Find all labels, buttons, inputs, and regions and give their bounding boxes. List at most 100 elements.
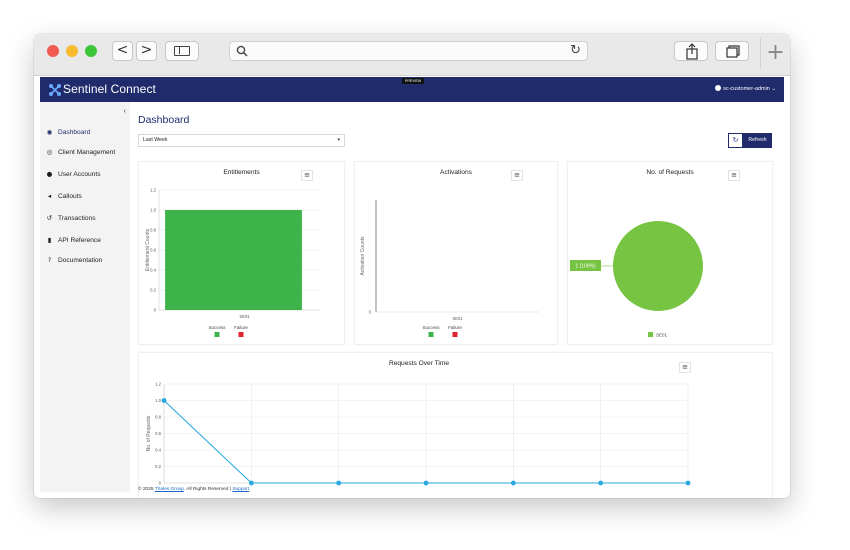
browser-window: < > ↻ + [34, 34, 790, 498]
y-tick-label: 1.2 [155, 382, 161, 387]
brand-name[interactable]: Sentinel Connect [63, 82, 156, 96]
y-tick-label: 0 [154, 308, 157, 313]
y-axis-label: No. of Requests [146, 415, 152, 451]
show-tabs-button[interactable] [715, 41, 749, 61]
new-tab-button[interactable]: + [760, 38, 790, 68]
refresh-button[interactable]: Refresh [743, 133, 772, 148]
x-tick-label: SE01 [239, 314, 250, 319]
user-name: sc-customer-admin [723, 86, 770, 92]
legend-swatch [214, 332, 220, 337]
y-tick-label: 0.4 [155, 448, 161, 453]
requests-pie-chart: 1 (100%) SE01 [570, 221, 703, 338]
date-range-select[interactable]: Last Week ▾ [138, 134, 345, 147]
activations-card: Activations ≡ 0 SE01 Activation Counts Succ… [354, 161, 558, 345]
book-icon: ▮ [47, 236, 52, 244]
x-tick-label: SE01 [452, 316, 463, 321]
chart-title: Entitlements [223, 169, 260, 176]
sidebar-item-label: User Accounts [58, 171, 101, 178]
user-circle-icon [715, 85, 722, 91]
page-title: Dashboard [138, 114, 190, 126]
preview-badge: PREVIEW [402, 78, 425, 84]
plus-icon: + [766, 40, 785, 65]
company-link[interactable]: Thales Group [154, 487, 184, 492]
share-icon [686, 43, 698, 60]
data-label: 1 (100%) [575, 264, 596, 270]
sidebar-item-label: Callouts [58, 193, 82, 200]
chevron-down-icon: ▾ [337, 137, 340, 143]
tabs-icon [726, 45, 740, 58]
legend-label: Failure [448, 325, 462, 330]
chart-title: Requests Over Time [388, 360, 450, 367]
sidebar-item-label: API Reference [58, 237, 101, 244]
y-tick-label: 0.6 [150, 248, 156, 253]
search-icon [236, 45, 248, 57]
close-window-button[interactable] [47, 45, 59, 57]
y-tick-label: 0.8 [150, 228, 156, 233]
reload-icon[interactable]: ↻ [570, 43, 581, 58]
y-tick-label: 0.4 [150, 268, 156, 273]
data-point [336, 480, 342, 486]
sidebar-item-transactions[interactable]: ↺ Transactions [45, 214, 96, 226]
legend-swatch [428, 332, 434, 337]
sidebar-item-client-management[interactable]: ◎ Client Management [45, 148, 116, 160]
sidebar-item-dashboard[interactable]: ◉ Dashboard [45, 128, 91, 140]
entitlements-chart: 0 0.2 0.4 0.6 0.8 1.0 1.2 SE01 Entitlement Count… [145, 188, 320, 337]
y-tick-label: 1.2 [150, 188, 156, 193]
forward-button[interactable]: > [136, 41, 157, 61]
help-icon: ? [47, 256, 52, 264]
eye-icon: ◎ [46, 148, 53, 156]
share-button[interactable] [674, 41, 708, 61]
data-point [685, 480, 691, 486]
refresh-icon[interactable]: ↻ [728, 133, 743, 148]
legend-label: SE01 [656, 333, 668, 338]
date-range-value: Last Week [143, 137, 168, 143]
support-link[interactable]: Support [232, 487, 250, 492]
chart-menu-button[interactable]: ≡ [679, 362, 691, 373]
y-tick-label: 0 [369, 310, 372, 315]
legend-label: Success [422, 325, 440, 330]
y-tick-label: 0.6 [155, 431, 161, 436]
back-button[interactable]: < [112, 41, 133, 61]
bar-success [165, 210, 302, 310]
legend-label: Failure [234, 325, 248, 330]
chart-title: No. of Requests [646, 169, 694, 176]
requests-over-time-chart: 0 0.2 0.4 0.6 0.8 1.0 1.2 No. of Requests [146, 382, 691, 486]
y-tick-label: 0.2 [150, 288, 156, 293]
sidebar-toggle-button[interactable] [165, 41, 199, 61]
legend-swatch [648, 332, 653, 337]
sidebar-item-api-reference[interactable]: ▮ API Reference [45, 236, 101, 248]
sidebar-toggle-icon [174, 46, 190, 56]
chart-menu-button[interactable]: ≡ [301, 170, 313, 181]
main-content: Dashboard Last Week ▾ ↻ Refresh Entitlem… [130, 102, 784, 498]
address-bar[interactable]: ↻ [229, 41, 588, 61]
y-tick-label: 0 [159, 481, 162, 486]
app-header: Sentinel Connect PREVIEW sc-customer-adm… [40, 77, 784, 102]
dashboard-icon: ◉ [46, 128, 53, 136]
data-point [598, 480, 604, 486]
footer: © 2025 Thales Group. All Rights Reserved… [138, 487, 249, 492]
copyright-text: © 2025 [138, 487, 154, 492]
sidebar-item-label: Client Management [58, 149, 116, 156]
requests-pie-card: No. of Requests ≡ 1 (100%) SE01 [567, 161, 773, 345]
minimize-window-button[interactable] [66, 45, 78, 57]
y-tick-label: 0.8 [155, 415, 161, 420]
y-axis-label: Activation Counts [360, 236, 366, 275]
y-tick-label: 1.0 [155, 398, 161, 403]
sidebar-item-callouts[interactable]: ◂ Callouts [45, 192, 82, 204]
sidebar-item-documentation[interactable]: ? Documentation [45, 256, 103, 268]
chart-menu-button[interactable]: ≡ [728, 170, 740, 181]
entitlements-card: Entitlements ≡ 0 0.2 0.4 0.6 0.8 1.0 1.2 SE01 En… [138, 161, 345, 345]
chart-title: Activations [440, 169, 472, 176]
megaphone-icon: ◂ [47, 192, 52, 200]
sidebar-item-user-accounts[interactable]: ● User Accounts [45, 170, 101, 182]
data-point [161, 398, 167, 403]
data-point [510, 480, 516, 486]
legend-swatch [452, 332, 458, 337]
zoom-window-button[interactable] [85, 45, 97, 57]
pie-slice [613, 221, 703, 311]
collapse-sidebar-icon[interactable]: ‹ [123, 108, 126, 115]
user-icon: ● [46, 170, 53, 178]
chart-menu-button[interactable]: ≡ [511, 170, 523, 181]
user-menu[interactable]: sc-customer-admin ⌄ [715, 85, 776, 92]
chevron-down-icon: ⌄ [771, 86, 776, 92]
